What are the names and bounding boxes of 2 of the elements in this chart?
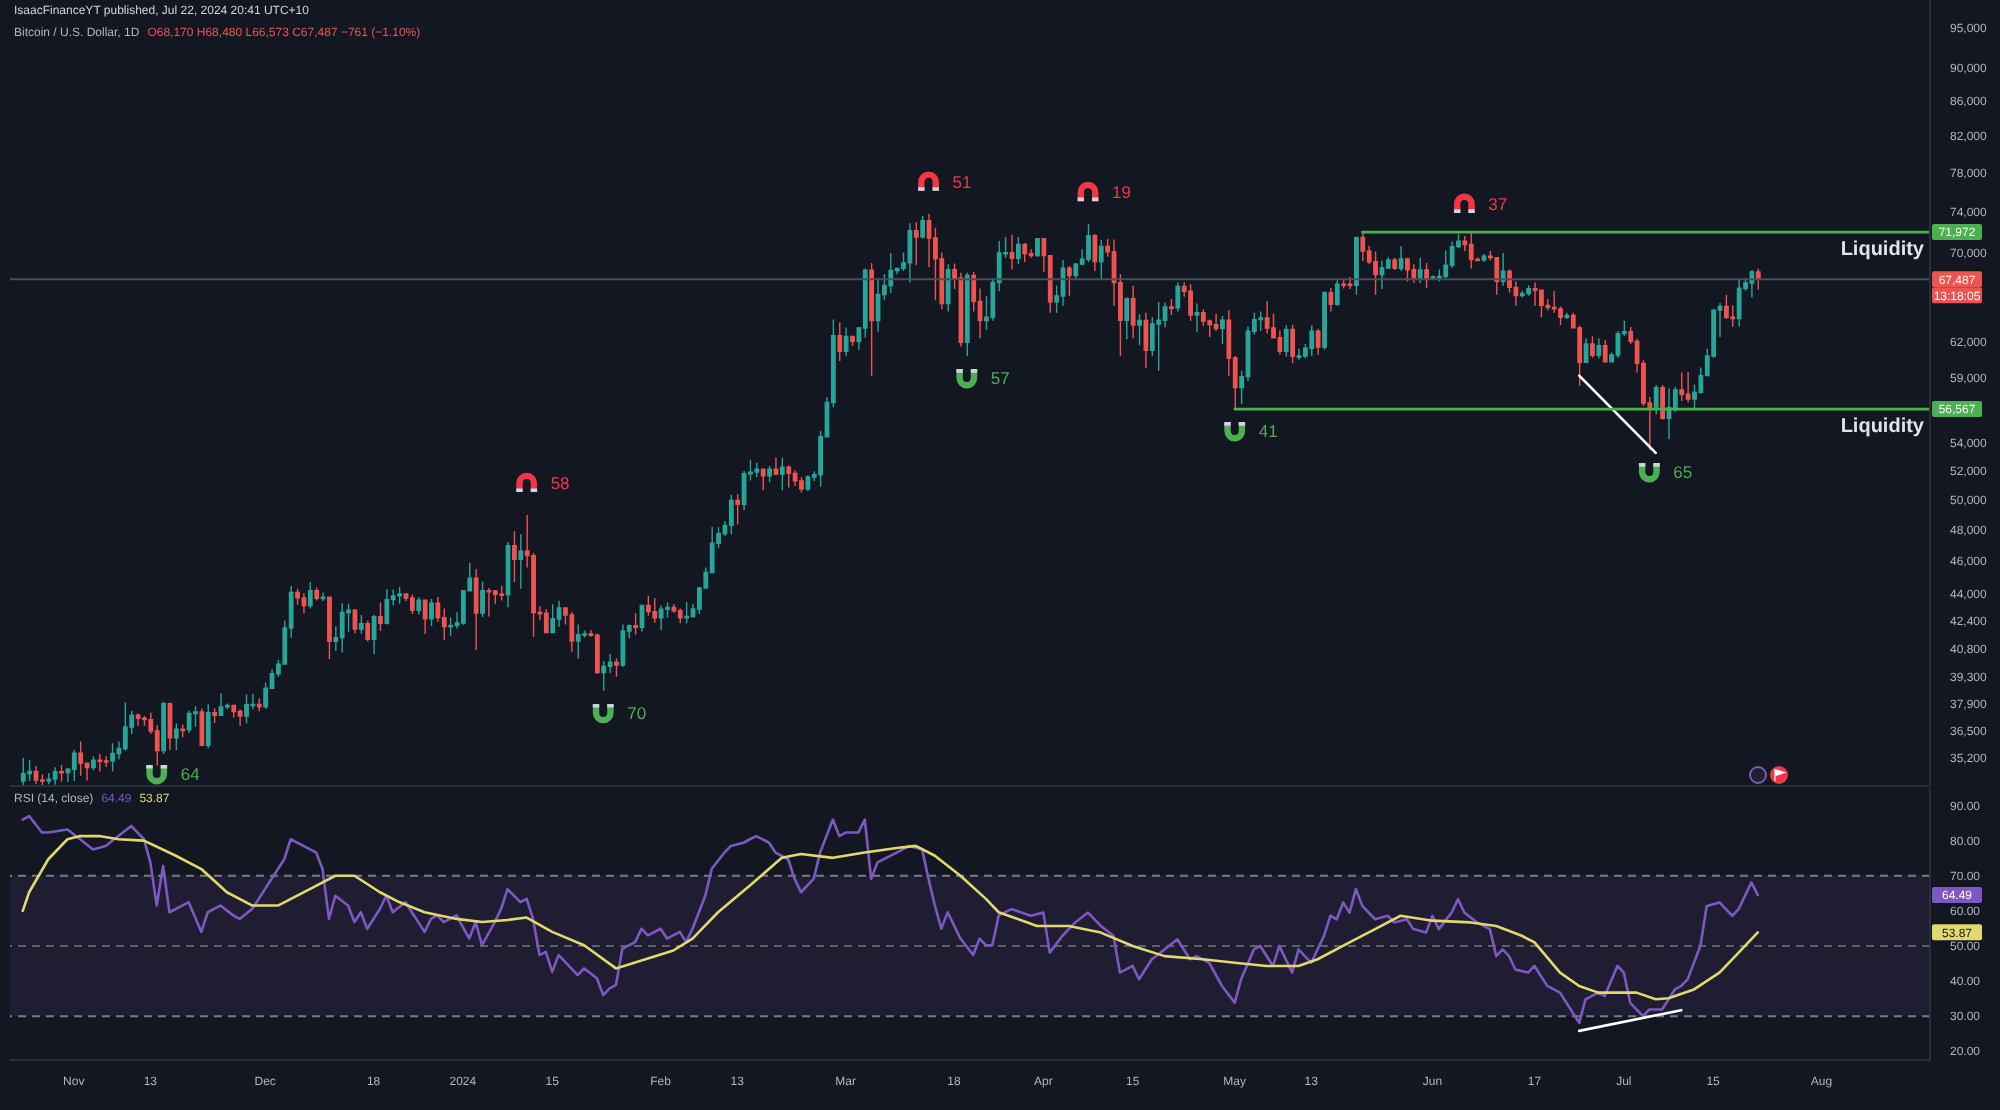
line-series: [21, 834, 1760, 1001]
line-series: [21, 814, 1760, 1025]
